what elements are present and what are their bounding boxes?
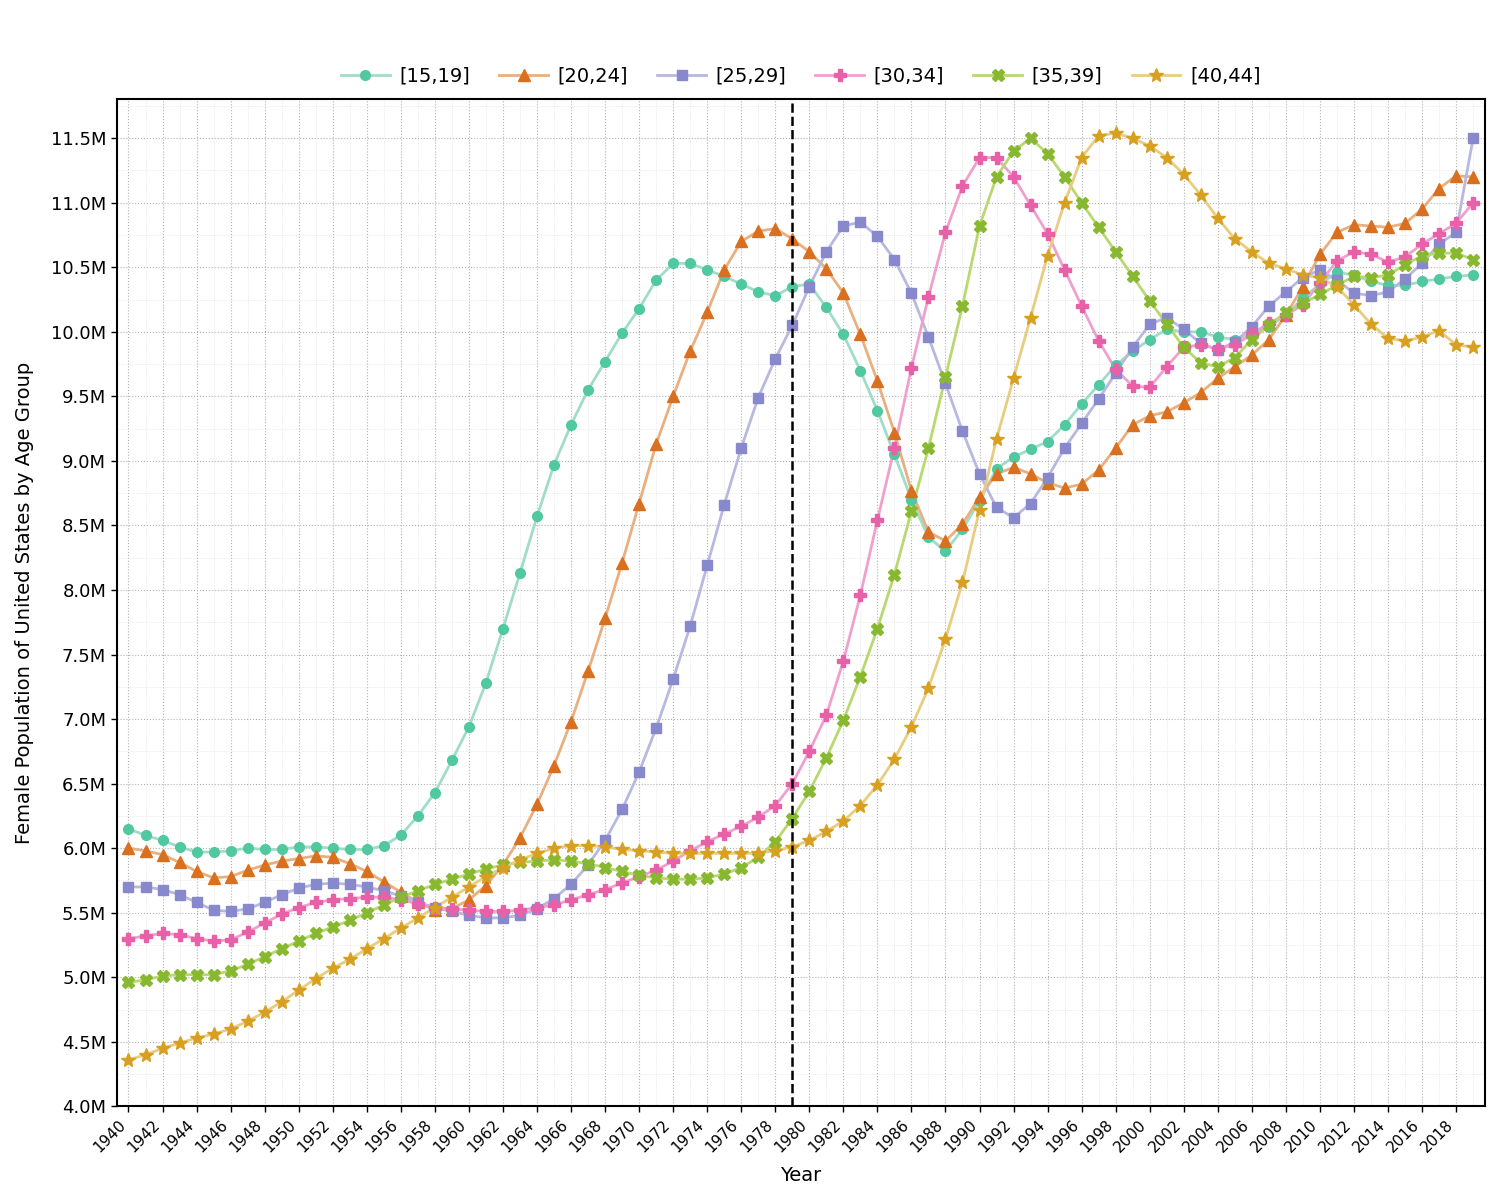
Y-axis label: Female Population of United States by Age Group: Female Population of United States by Ag… <box>15 362 34 844</box>
[25,29] <box>954 424 972 438</box>
[35,39] <box>120 976 138 990</box>
Line: [30,34]: [30,34] <box>123 152 1479 947</box>
[30,34] <box>1022 198 1040 212</box>
[20,24] <box>936 534 954 548</box>
Line: [20,24]: [20,24] <box>123 170 1479 916</box>
[15,19] <box>664 257 682 271</box>
[30,34] <box>954 179 972 193</box>
[35,39] <box>987 169 1005 184</box>
[30,34] <box>1072 299 1090 313</box>
[30,34] <box>1346 245 1364 259</box>
[30,34] <box>120 931 138 946</box>
Line: [40,44]: [40,44] <box>122 126 1480 1067</box>
[35,39] <box>920 440 938 455</box>
[20,24] <box>732 234 750 248</box>
[25,29] <box>477 911 495 925</box>
[40,44] <box>1107 126 1125 140</box>
[20,24] <box>954 517 972 532</box>
[25,29] <box>936 377 954 391</box>
[40,44] <box>716 846 734 860</box>
[25,29] <box>1464 131 1482 145</box>
[35,39] <box>1056 169 1074 184</box>
[40,44] <box>920 680 938 695</box>
[15,19] <box>1464 268 1482 282</box>
[25,29] <box>1328 274 1346 288</box>
[15,19] <box>188 845 206 859</box>
[35,39] <box>716 866 734 881</box>
[40,44] <box>987 432 1005 446</box>
[40,44] <box>936 632 954 647</box>
[25,29] <box>120 880 138 894</box>
[15,19] <box>1072 397 1090 412</box>
[20,24] <box>1448 168 1466 182</box>
[30,34] <box>204 934 222 948</box>
Line: [15,19]: [15,19] <box>123 258 1478 857</box>
[20,24] <box>1464 169 1482 184</box>
[30,34] <box>936 226 954 240</box>
[15,19] <box>120 822 138 836</box>
[35,39] <box>1022 131 1040 145</box>
[35,39] <box>936 370 954 384</box>
X-axis label: Year: Year <box>780 1166 822 1184</box>
[25,29] <box>732 440 750 455</box>
[40,44] <box>1328 280 1346 294</box>
[15,19] <box>954 522 972 536</box>
[30,34] <box>732 820 750 834</box>
[30,34] <box>1464 196 1482 210</box>
[15,19] <box>748 284 766 299</box>
[40,44] <box>120 1052 138 1067</box>
[40,44] <box>1038 248 1056 263</box>
[15,19] <box>1022 442 1040 456</box>
[20,24] <box>426 902 444 917</box>
[25,29] <box>1056 440 1074 455</box>
[40,44] <box>1464 340 1482 354</box>
[35,39] <box>1328 278 1346 293</box>
Legend: [15,19], [20,24], [25,29], [30,34], [35,39], [40,44]: [15,19], [20,24], [25,29], [30,34], [35,… <box>333 59 1269 94</box>
[20,24] <box>1328 226 1346 240</box>
[20,24] <box>1005 460 1023 474</box>
[15,19] <box>1346 268 1364 282</box>
[20,24] <box>120 841 138 856</box>
[35,39] <box>1464 252 1482 266</box>
[30,34] <box>970 150 988 164</box>
Line: [35,39]: [35,39] <box>123 133 1479 988</box>
[15,19] <box>970 493 988 508</box>
[25,29] <box>1005 510 1023 524</box>
Line: [25,29]: [25,29] <box>123 133 1478 923</box>
[20,24] <box>1056 481 1074 496</box>
